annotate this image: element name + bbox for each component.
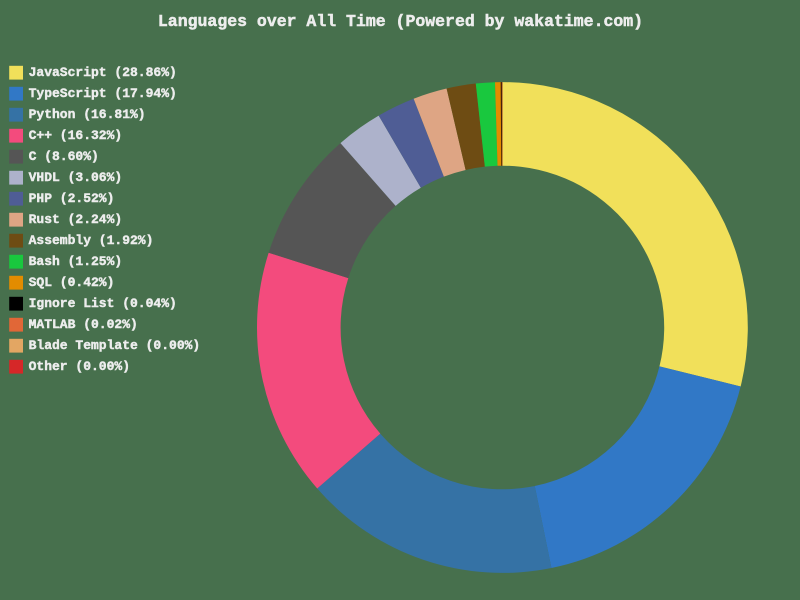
svg-text:C++ (16.32%): C++ (16.32%) — [29, 128, 123, 143]
svg-text:Python (16.81%): Python (16.81%) — [29, 107, 146, 122]
svg-text:Rust (2.24%): Rust (2.24%) — [29, 212, 123, 227]
svg-text:TypeScript (17.94%): TypeScript (17.94%) — [29, 86, 177, 101]
svg-text:Other (0.00%): Other (0.00%) — [29, 359, 130, 374]
svg-text:JavaScript (28.86%): JavaScript (28.86%) — [29, 65, 177, 80]
svg-text:C (8.60%): C (8.60%) — [29, 149, 99, 164]
svg-text:Ignore List (0.04%): Ignore List (0.04%) — [29, 296, 177, 311]
svg-text:Assembly (1.92%): Assembly (1.92%) — [29, 233, 154, 248]
svg-text:Bash (1.25%): Bash (1.25%) — [29, 254, 123, 269]
svg-text:Blade Template (0.00%): Blade Template (0.00%) — [29, 338, 201, 353]
svg-text:MATLAB (0.02%): MATLAB (0.02%) — [29, 317, 138, 332]
svg-text:VHDL (3.06%): VHDL (3.06%) — [29, 170, 123, 185]
svg-text:SQL (0.42%): SQL (0.42%) — [29, 275, 115, 290]
svg-text:Languages over All Time (Power: Languages over All Time (Powered by waka… — [158, 12, 643, 31]
svg-text:PHP (2.52%): PHP (2.52%) — [29, 191, 115, 206]
